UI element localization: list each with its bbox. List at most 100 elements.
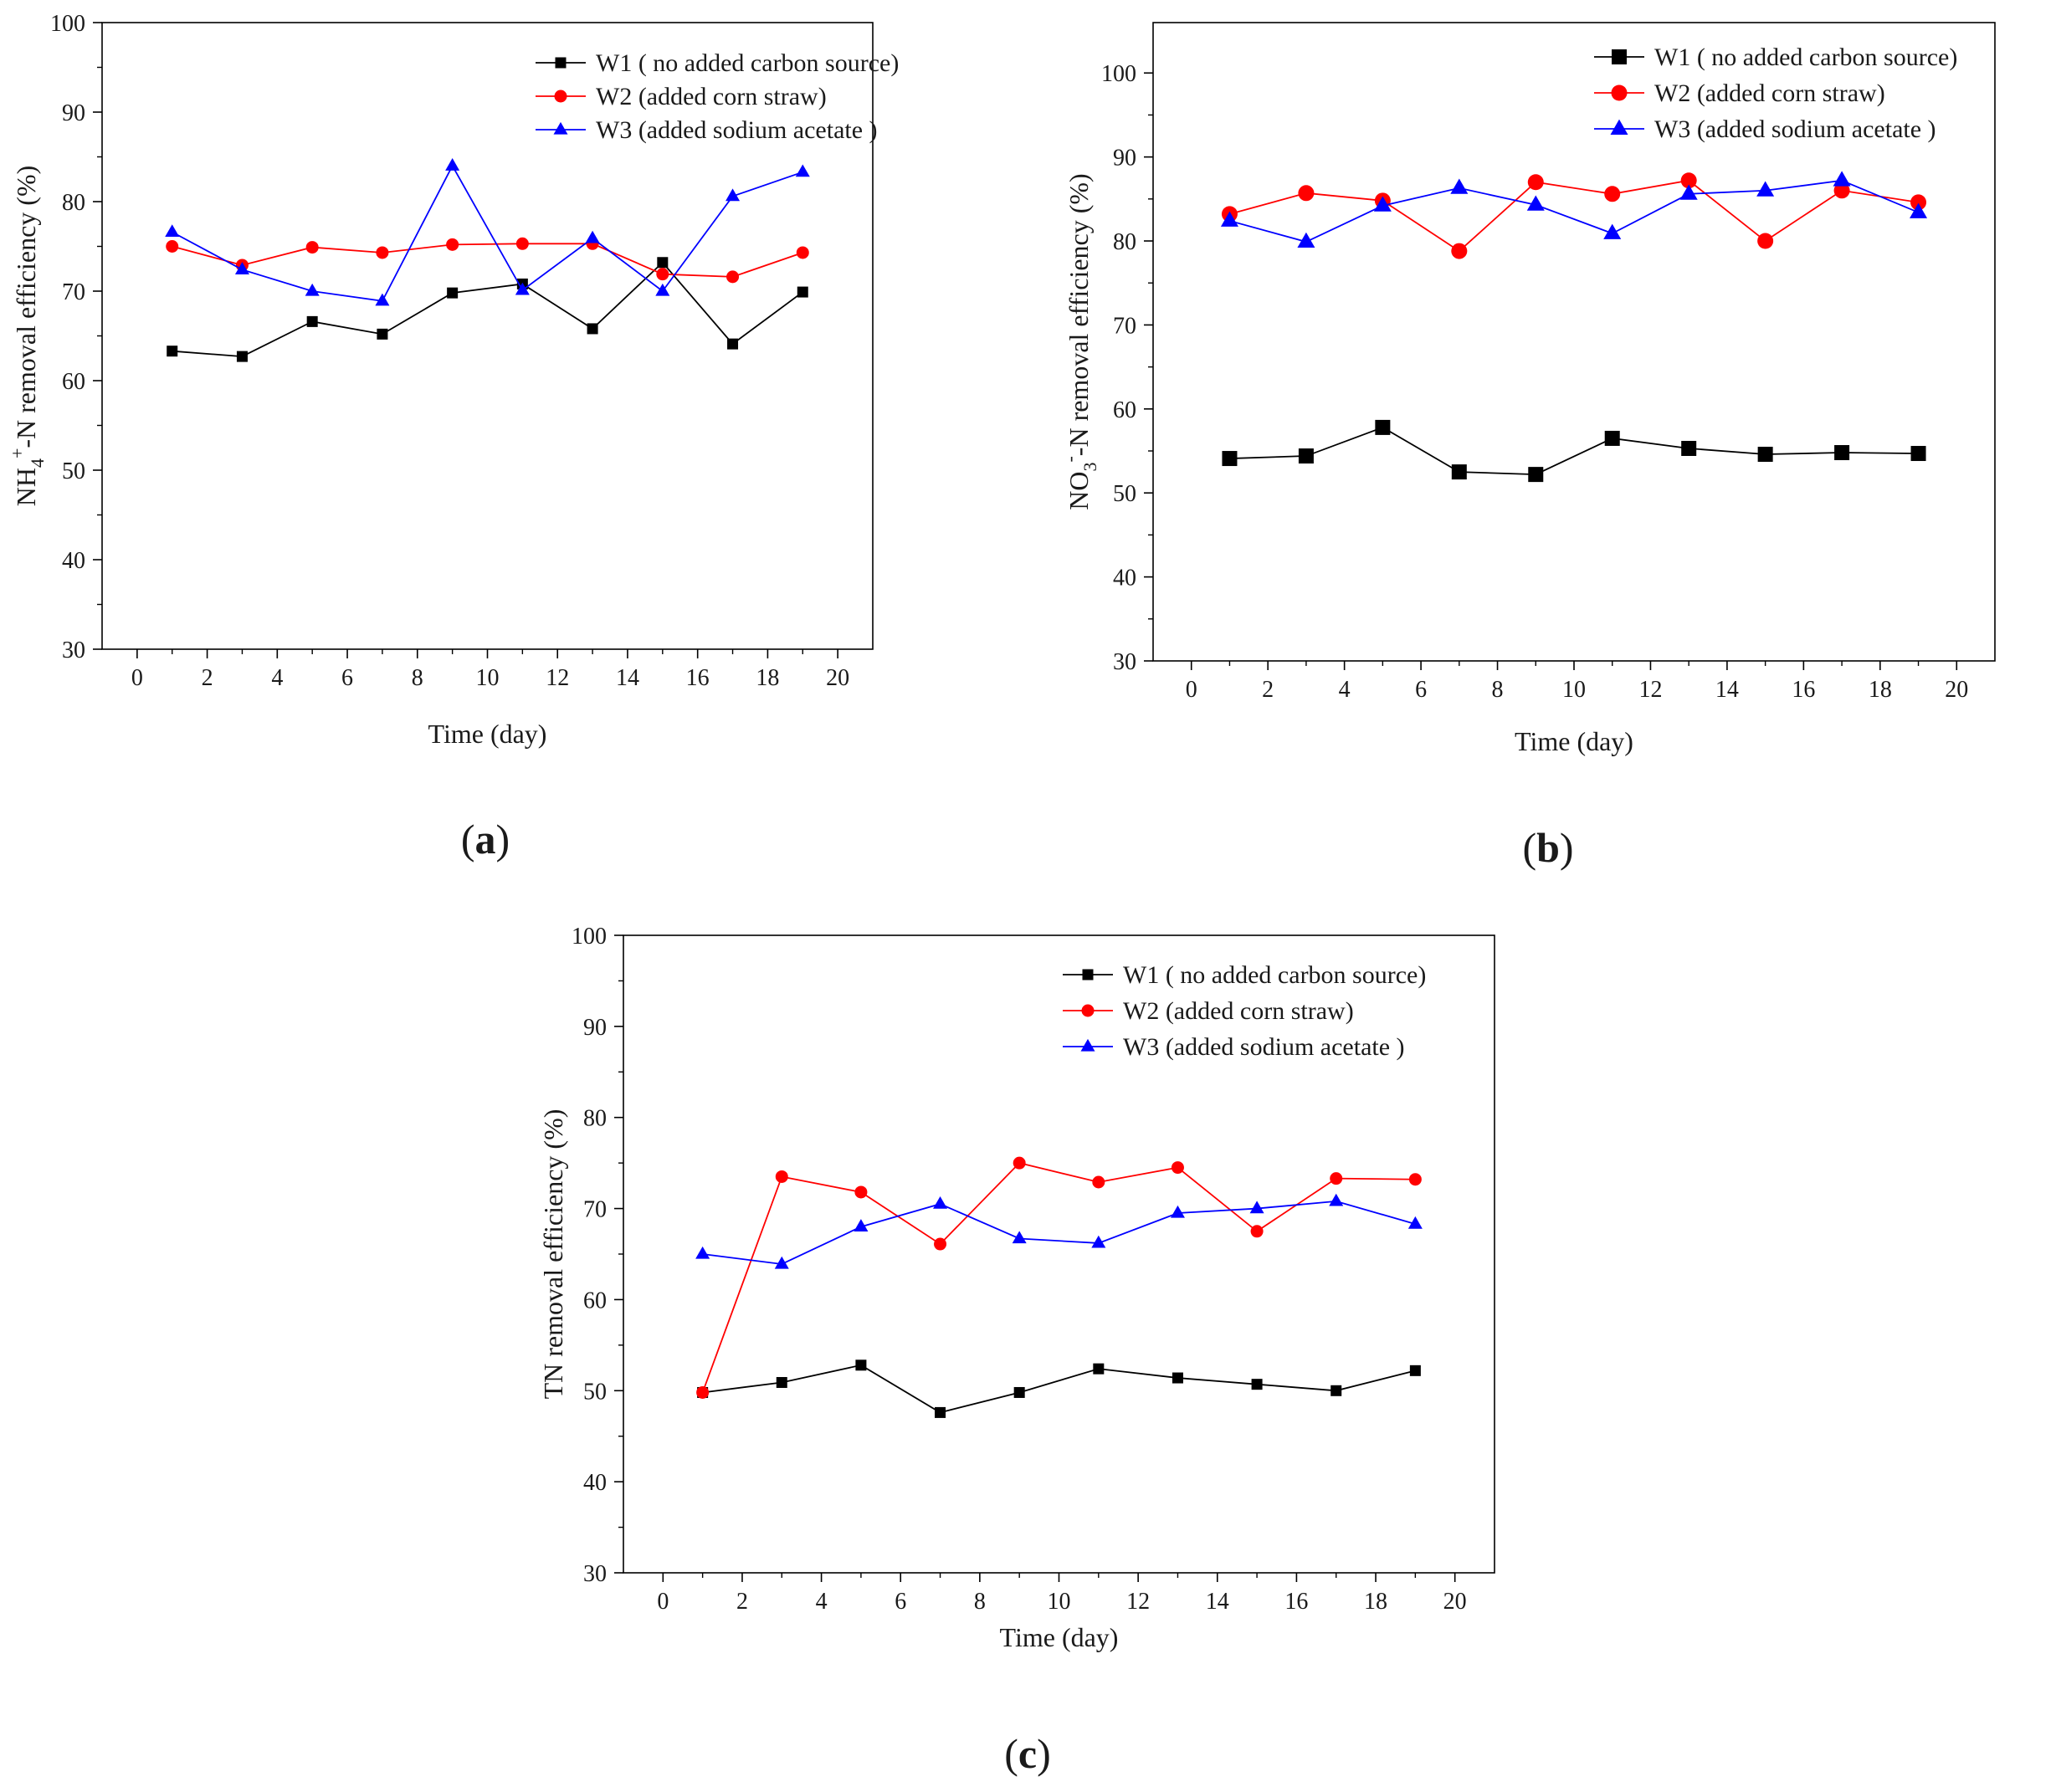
y-tick-label: 60 — [1113, 397, 1136, 423]
y-axis-title: NO3--N removal efficiency (%) — [1059, 173, 1100, 509]
x-tick-label: 20 — [826, 665, 849, 691]
panel-label: (c) — [1004, 1730, 1051, 1777]
y-tick-label: 80 — [583, 1106, 607, 1132]
x-tick-label: 20 — [1443, 1589, 1467, 1615]
series-line — [1229, 179, 1919, 253]
data-point — [795, 164, 810, 177]
y-tick-label: 30 — [62, 637, 85, 663]
x-tick-label: 14 — [1206, 1589, 1229, 1615]
data-point — [933, 1196, 948, 1209]
data-point — [1680, 172, 1697, 189]
legend-item-2: W2 (added corn straw) — [1594, 79, 1885, 107]
data-point — [1013, 1156, 1026, 1170]
data-point — [1833, 171, 1851, 187]
series-1 — [167, 257, 808, 362]
legend-label: W2 (added corn straw) — [1654, 79, 1885, 107]
legend-marker — [1611, 84, 1628, 101]
legend-item-1: W1 ( no added carbon source) — [536, 49, 899, 77]
data-point — [1250, 1225, 1264, 1238]
series-line — [172, 261, 803, 358]
data-point — [1526, 195, 1545, 211]
x-tick-label: 18 — [1869, 677, 1892, 703]
x-tick-label: 4 — [816, 1589, 828, 1615]
x-tick-label: 4 — [271, 665, 283, 691]
data-point — [1910, 202, 1928, 218]
y-tick-label: 50 — [62, 458, 85, 484]
legend-label: W3 (added sodium acetate ) — [596, 116, 878, 144]
legend-item-2: W2 (added corn straw) — [1063, 997, 1354, 1025]
legend-label: W1 ( no added carbon source) — [596, 49, 899, 77]
data-point — [774, 1256, 789, 1269]
x-tick-label: 12 — [1126, 1589, 1150, 1615]
data-point — [1222, 451, 1238, 467]
data-point — [585, 230, 600, 243]
series-2 — [166, 237, 809, 284]
data-point — [1172, 1372, 1183, 1384]
y-tick-label: 60 — [62, 369, 85, 395]
x-axis-title: Time (day) — [1515, 726, 1633, 756]
data-point — [1373, 196, 1392, 212]
y-tick-label: 30 — [1113, 649, 1136, 675]
x-tick-label: 16 — [686, 665, 710, 691]
legend-item-1: W1 ( no added carbon source) — [1594, 44, 1957, 71]
data-point — [165, 224, 180, 238]
chart-panel-c: 0 2 4 6 8 10 12 14 16 18 20 30 40 50 60 70 80 90 100 Time (… — [538, 924, 1495, 1777]
data-point — [725, 188, 741, 202]
data-point — [376, 246, 389, 259]
x-tick-label: 6 — [1415, 677, 1427, 703]
data-point — [1251, 1379, 1263, 1390]
data-point — [935, 1406, 946, 1418]
data-point — [727, 338, 739, 350]
y-tick-label: 100 — [572, 924, 607, 950]
x-tick-label: 14 — [616, 665, 639, 691]
data-point — [695, 1246, 710, 1259]
data-point — [657, 257, 669, 269]
data-point — [1013, 1386, 1025, 1398]
data-point — [1092, 1175, 1105, 1189]
data-point — [377, 328, 388, 340]
legend-item-3: W3 (added sodium acetate ) — [1594, 115, 1936, 143]
y-tick-label: 30 — [583, 1561, 607, 1587]
data-point — [305, 283, 320, 296]
x-axis-title: Time (day) — [1000, 1622, 1119, 1652]
data-point — [1220, 211, 1238, 227]
series-line — [702, 1364, 1416, 1414]
data-point — [375, 293, 390, 306]
legend-marker — [553, 121, 568, 135]
x-tick-label: 4 — [1339, 677, 1351, 703]
series-line — [1229, 179, 1919, 243]
y-tick-label: 40 — [1113, 566, 1136, 591]
data-point — [1757, 233, 1774, 249]
series-2 — [1221, 172, 1927, 259]
series-3 — [695, 1193, 1423, 1269]
x-tick-label: 10 — [1048, 1589, 1071, 1615]
data-point — [1331, 1385, 1342, 1396]
legend-label: W3 (added sodium acetate ) — [1654, 115, 1936, 143]
legend-marker — [1610, 119, 1628, 135]
series-3 — [165, 158, 810, 306]
y-tick-label: 70 — [583, 1197, 607, 1223]
data-point — [446, 238, 459, 251]
legend-label: W2 (added corn straw) — [596, 83, 827, 110]
y-tick-label: 70 — [1113, 313, 1136, 339]
data-point — [1171, 1161, 1184, 1175]
series-line — [172, 243, 803, 278]
data-point — [1407, 1216, 1423, 1229]
data-point — [1170, 1205, 1185, 1218]
data-point — [776, 1376, 787, 1388]
x-tick-label: 0 — [1186, 677, 1197, 703]
y-tick-label: 70 — [62, 279, 85, 305]
data-point — [1330, 1172, 1343, 1185]
data-point — [1249, 1201, 1264, 1214]
y-tick-label: 90 — [583, 1015, 607, 1041]
x-tick-label: 2 — [736, 1589, 748, 1615]
x-tick-label: 10 — [476, 665, 500, 691]
data-point — [1910, 194, 1927, 211]
x-tick-label: 12 — [1638, 677, 1662, 703]
y-tick-label: 80 — [1113, 229, 1136, 255]
data-point — [234, 262, 249, 274]
data-point — [1604, 186, 1621, 202]
x-tick-label: 18 — [1364, 1589, 1387, 1615]
data-point — [1834, 445, 1850, 461]
